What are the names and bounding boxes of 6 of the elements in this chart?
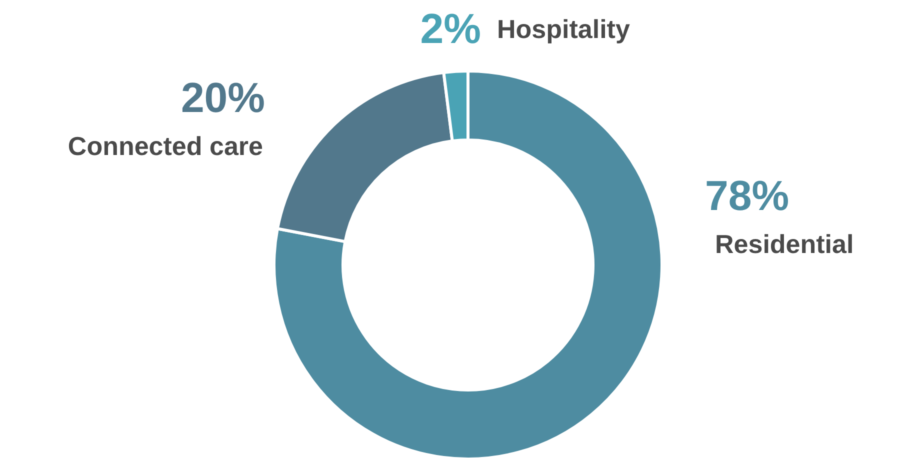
data-label: 20% xyxy=(180,74,265,121)
data-label: 2% xyxy=(420,5,481,52)
data-label: 78% xyxy=(705,172,790,219)
slice-label: Connected care xyxy=(68,131,263,161)
slice-label: Residential xyxy=(715,229,854,259)
slice-label: Hospitality xyxy=(497,14,630,44)
